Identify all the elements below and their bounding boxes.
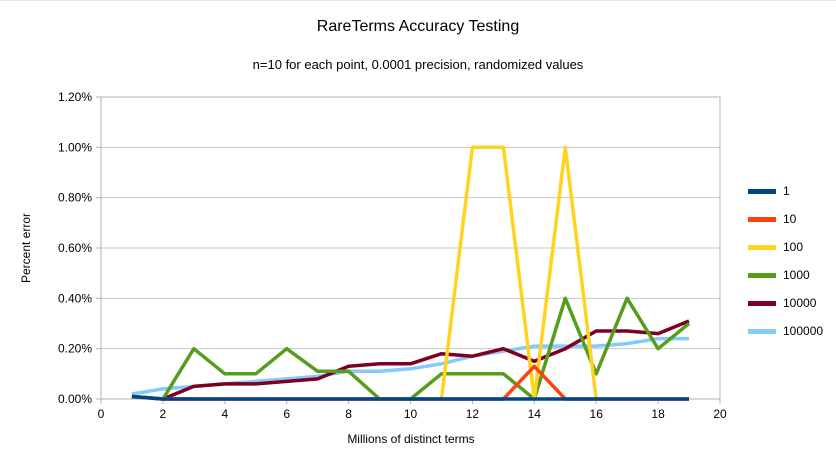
y-tick-label: 0.40% xyxy=(58,291,92,305)
x-tick-label: 12 xyxy=(466,407,480,421)
legend: 1 10 100 1000 10000 100000 xyxy=(748,177,823,345)
x-tick-label: 16 xyxy=(590,407,604,421)
legend-item-100000: 100000 xyxy=(748,317,823,345)
chart-title: RareTerms Accuracy Testing xyxy=(316,18,520,35)
x-tick-label: 14 xyxy=(528,407,542,421)
legend-label: 100 xyxy=(783,240,804,254)
legend-swatch-icon xyxy=(748,328,776,334)
legend-swatch-icon xyxy=(748,188,776,194)
y-tick-label: 0.60% xyxy=(58,241,92,255)
legend-item-100: 100 xyxy=(748,233,823,261)
legend-label: 10 xyxy=(783,212,797,226)
legend-swatch-icon xyxy=(748,300,776,306)
legend-item-10000: 10000 xyxy=(748,289,823,317)
legend-label: 100000 xyxy=(783,324,824,338)
y-tick-label: 0.20% xyxy=(58,342,92,356)
series-line-1 xyxy=(131,394,689,401)
x-tick-label: 20 xyxy=(713,407,727,421)
y-tick-label: 1.20% xyxy=(58,90,92,104)
legend-swatch-icon xyxy=(748,216,776,222)
x-tick-label: 10 xyxy=(404,407,418,421)
x-axis-title: Millions of distinct terms xyxy=(347,432,475,446)
legend-label: 10000 xyxy=(783,296,817,310)
y-tick-label: 1.00% xyxy=(58,140,92,154)
y-tick-label: 0.80% xyxy=(58,191,92,205)
legend-item-1000: 1000 xyxy=(748,261,823,289)
chart-subtitle: n=10 for each point, 0.0001 precision, r… xyxy=(252,57,584,72)
legend-swatch-icon xyxy=(748,272,776,278)
series-line-10 xyxy=(131,364,689,401)
legend-label: 1000 xyxy=(783,268,810,282)
x-tick-label: 18 xyxy=(651,407,665,421)
legend-item-10: 10 xyxy=(748,205,823,233)
series-line-100 xyxy=(131,145,689,401)
legend-swatch-icon xyxy=(748,244,776,250)
x-tick-label: 4 xyxy=(221,407,228,421)
x-tick-label: 2 xyxy=(160,407,167,421)
legend-label: 1 xyxy=(783,184,790,198)
y-tick-label: 0.00% xyxy=(58,392,92,406)
x-tick-label: 0 xyxy=(98,407,105,421)
legend-item-1: 1 xyxy=(748,177,823,205)
series-line-10000 xyxy=(131,319,690,401)
x-tick-label: 6 xyxy=(283,407,290,421)
x-tick-label: 8 xyxy=(345,407,352,421)
